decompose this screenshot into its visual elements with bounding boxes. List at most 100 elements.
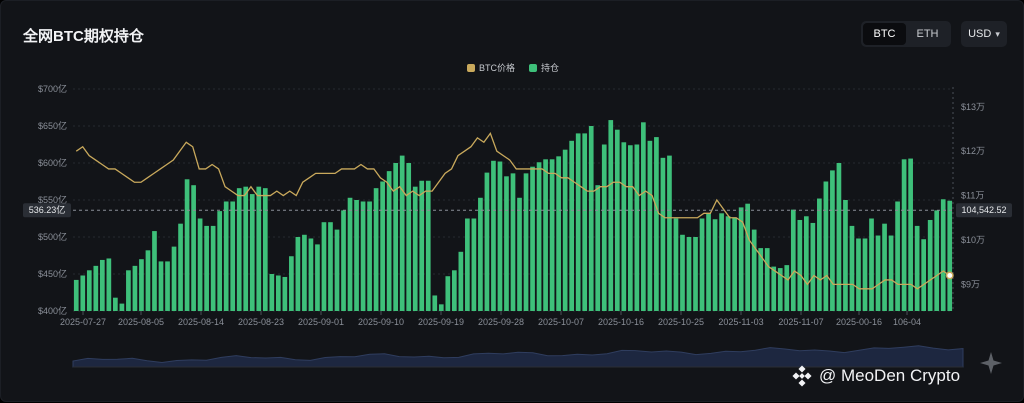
oi-bar xyxy=(432,295,438,311)
legend-item-price[interactable]: BTC价格 xyxy=(466,61,515,74)
oi-bar xyxy=(256,186,262,311)
oi-bar xyxy=(367,201,372,311)
oi-bar xyxy=(399,155,405,311)
oi-bar xyxy=(621,142,627,311)
oi-bar xyxy=(641,122,646,311)
oi-bar xyxy=(836,163,842,311)
oi-bar xyxy=(536,162,542,311)
sparkle-icon xyxy=(980,352,1002,374)
oi-bar xyxy=(823,181,829,311)
oi-bar xyxy=(465,218,470,311)
left-tick-label: $650亿 xyxy=(38,120,67,131)
right-tick-label: $9万 xyxy=(961,279,980,289)
oi-bar xyxy=(908,158,913,311)
oi-bar xyxy=(458,251,464,311)
page-title: 全网BTC期权持仓 xyxy=(23,28,144,45)
left-tick-label: $400亿 xyxy=(38,305,67,316)
oi-bar xyxy=(93,265,99,311)
oi-bar xyxy=(504,176,509,311)
oi-bar xyxy=(927,219,933,311)
oi-bar xyxy=(152,231,157,311)
right-tick-label: $10万 xyxy=(961,235,985,245)
currency-select[interactable]: USD ▾ xyxy=(961,21,1007,47)
legend-item-oi[interactable]: 持仓 xyxy=(529,61,559,74)
oi-bar xyxy=(139,259,144,311)
right-tick-label: $13万 xyxy=(961,102,985,112)
oi-swatch xyxy=(529,63,537,72)
x-tick-label: 2025-09-19 xyxy=(418,317,464,327)
oi-bar xyxy=(856,238,861,311)
oi-bar xyxy=(158,261,164,311)
oi-bar xyxy=(178,223,183,311)
oi-bar xyxy=(269,274,275,311)
oi-bar xyxy=(73,279,79,311)
oi-bar xyxy=(869,218,874,311)
left-tick-label: $550亿 xyxy=(38,194,67,205)
oi-bar xyxy=(165,261,170,311)
btc-price-line xyxy=(75,132,951,290)
oi-bar xyxy=(445,276,451,311)
x-tick-label: 2025-09-01 xyxy=(298,317,344,327)
tab-btc[interactable]: BTC xyxy=(863,23,906,45)
crosshair-left-label: 536.23亿 xyxy=(29,204,66,215)
crosshair-right-tag xyxy=(956,203,1012,218)
right-tick-label: $12万 xyxy=(961,146,985,156)
legend-label-price: BTC价格 xyxy=(478,63,515,73)
oi-bar xyxy=(940,199,946,311)
chevron-down-icon: ▾ xyxy=(995,28,1000,39)
oi-bar xyxy=(725,216,731,311)
oi-bar xyxy=(328,222,333,311)
oi-bar xyxy=(191,185,196,311)
x-tick-label: 106-04 xyxy=(893,317,921,327)
oi-bar xyxy=(262,188,268,311)
oi-bar xyxy=(634,144,640,311)
oi-bar xyxy=(706,213,711,311)
oi-bar xyxy=(451,270,457,311)
x-tick-label: 2025-10-16 xyxy=(598,317,644,327)
oi-bar xyxy=(126,270,131,311)
oi-bar xyxy=(543,159,548,311)
oi-bar xyxy=(810,222,816,311)
oi-bar xyxy=(184,179,190,311)
oi-bar xyxy=(673,218,679,311)
oi-bar xyxy=(790,209,796,311)
oi-bar xyxy=(562,149,568,311)
oi-bar xyxy=(660,157,666,311)
oi-bar xyxy=(295,237,301,311)
oi-bar xyxy=(132,265,138,311)
oi-bar xyxy=(817,198,822,311)
x-tick-label: 2025-09-10 xyxy=(358,317,404,327)
oi-bar xyxy=(849,225,855,311)
oi-bar xyxy=(354,200,359,311)
x-tick-label: 2025-07-27 xyxy=(60,317,106,327)
oi-bar xyxy=(523,173,529,311)
oi-bar xyxy=(654,137,659,311)
oi-bar xyxy=(236,188,242,311)
oi-bar xyxy=(99,259,105,311)
asset-toggle[interactable]: BTC ETH xyxy=(861,21,951,47)
oi-bar xyxy=(275,275,281,311)
oi-bar xyxy=(419,180,425,311)
oi-bar xyxy=(497,161,503,311)
oi-bar xyxy=(210,225,216,311)
oi-bar xyxy=(588,126,594,311)
oi-bar xyxy=(249,194,255,311)
oi-bar xyxy=(667,155,672,311)
oi-bar xyxy=(862,238,868,311)
x-tick-label: 2025-10-07 xyxy=(538,317,584,327)
chart-legend: BTC价格 持仓 xyxy=(1,61,1024,74)
oi-bar xyxy=(732,217,737,311)
x-tick-label: 2025-08-05 xyxy=(118,317,164,327)
oi-bar xyxy=(719,213,724,311)
tab-eth[interactable]: ETH xyxy=(916,28,939,40)
oi-bar xyxy=(119,303,125,311)
currency-value: USD xyxy=(968,28,992,40)
oi-bars xyxy=(73,120,953,311)
oi-bar xyxy=(360,201,366,311)
oi-bar xyxy=(771,266,777,311)
oi-bar xyxy=(302,234,307,311)
price-last-point xyxy=(945,271,954,280)
watermark-text: @ MeoDen Crypto xyxy=(819,366,961,385)
